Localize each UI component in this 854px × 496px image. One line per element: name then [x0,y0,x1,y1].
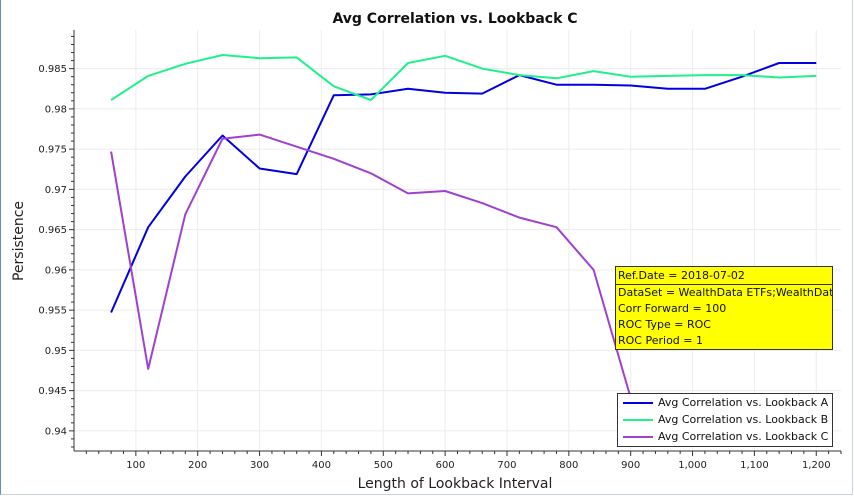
series-line-a [110,62,817,313]
y-tick-label: 0.94 [45,426,67,437]
x-tick-label: 700 [497,460,516,471]
y-axis-title: Persistence [11,201,27,281]
series-layer [110,54,817,403]
x-tick-label: 900 [621,460,640,471]
annotation-box: Ref.Date = 2018-07-02 DataSet = WealthDa… [615,266,833,350]
x-tick-label: 1,100 [740,460,769,471]
x-tick-label: 200 [188,460,207,471]
annotation-roc-type: ROC Type = ROC [618,318,711,331]
y-tick-label: 0.955 [38,306,67,317]
legend-swatch-b [623,419,653,421]
chart-title: Avg Correlation vs. Lookback C [332,11,577,27]
annotation-corr-forward: Corr Forward = 100 [618,302,727,315]
x-tick-label: 100 [126,460,145,471]
x-axis-title: Length of Lookback Interval [358,476,553,492]
y-tick-label: 0.97 [45,185,67,196]
legend-item-c: Avg Correlation vs. Lookback C [618,428,832,445]
x-tick-label: 300 [250,460,269,471]
x-tick-label: 800 [559,460,578,471]
y-tick-label: 0.965 [38,225,67,236]
x-tick-label: 400 [312,460,331,471]
legend-swatch-c [623,436,653,438]
y-tick-label: 0.945 [38,386,67,397]
legend-label-a: Avg Correlation vs. Lookback A [658,396,829,409]
y-tick-label: 0.98 [45,104,67,115]
series-line-b [110,54,817,101]
legend-label-b: Avg Correlation vs. Lookback B [658,413,829,426]
annotation-dataset: DataSet = WealthData ETFs;WealthData [618,286,832,299]
legend-swatch-a [623,402,653,404]
legend: Avg Correlation vs. Lookback A Avg Corre… [617,393,833,447]
y-tick-label: 0.975 [38,145,67,156]
y-tick-label: 0.96 [45,265,67,276]
series-line-c [110,133,668,403]
legend-item-b: Avg Correlation vs. Lookback B [618,411,832,428]
x-tick-label: 500 [374,460,393,471]
annotation-roc-period: ROC Period = 1 [618,334,703,347]
legend-item-a: Avg Correlation vs. Lookback A [618,394,832,411]
x-tick-label: 600 [436,460,455,471]
grid-layer [74,30,841,451]
y-tick-label: 0.985 [38,64,67,75]
x-tick-label: 1,200 [802,460,831,471]
x-tick-label: 1,000 [678,460,707,471]
y-tick-label: 0.95 [45,346,67,357]
legend-label-c: Avg Correlation vs. Lookback C [658,430,829,443]
axes-layer: 100 200 300 400 500 600 700 800 900 1,000 1,100 1,2… [38,30,842,471]
annotation-ref-date: Ref.Date = 2018-07-02 [616,267,832,285]
